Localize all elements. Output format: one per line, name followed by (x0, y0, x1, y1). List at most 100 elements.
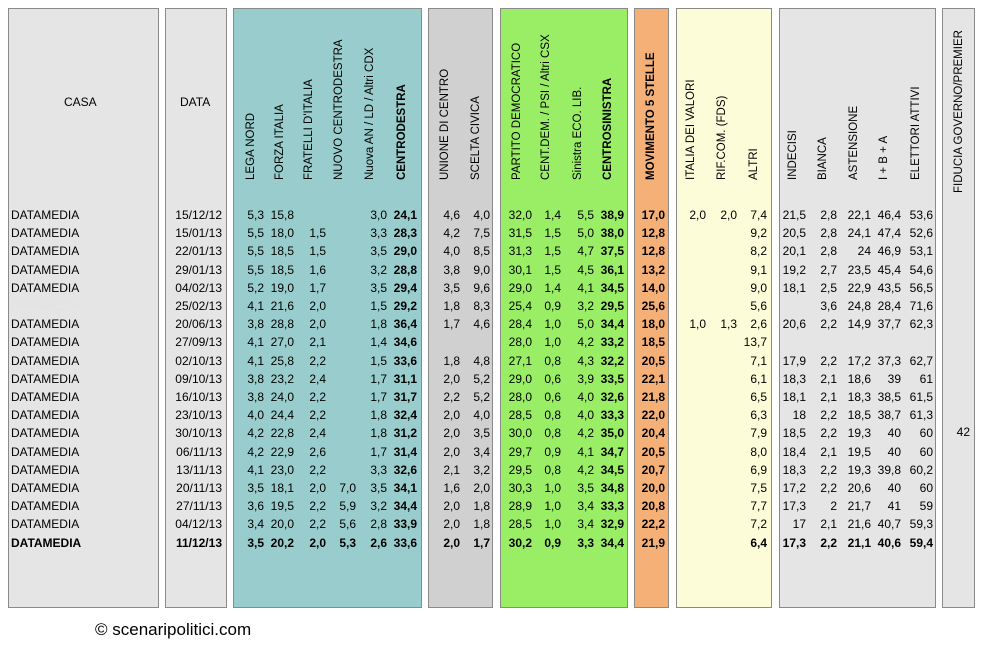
cell-centdem: 0,8 (544, 462, 561, 477)
cell-elettori: 59,4 (909, 535, 933, 550)
cell-m5s: 20,7 (641, 462, 665, 477)
cell-cdx: 32,6 (393, 462, 417, 477)
cell-casa: DATAMEDIA (11, 390, 80, 404)
cell-m5s: 22,1 (641, 371, 665, 386)
cell-astensione: 21,7 (847, 499, 871, 514)
cell-lega: 4,2 (247, 444, 264, 459)
cell-altri_cdx: 3,5 (370, 481, 387, 495)
cell-elettori: 53,6 (909, 208, 933, 222)
cell-iba: 43,5 (877, 280, 901, 295)
cell-centdem: 1,5 (544, 262, 561, 277)
cell-centdem: 0,9 (544, 299, 561, 313)
cell-pd: 30,1 (508, 262, 532, 277)
cell-pd: 25,4 (508, 299, 532, 313)
cell-cdx: 34,4 (393, 499, 417, 514)
cell-lega: 3,5 (247, 481, 264, 495)
cell-m5s: 20,4 (641, 426, 665, 441)
cell-csx: 34,4 (600, 535, 624, 550)
cell-altri: 13,7 (743, 335, 767, 350)
cell-altri_cdx: 1,8 (370, 426, 387, 441)
cell-lega: 3,8 (247, 371, 264, 386)
cell-fi: 24,0 (270, 390, 294, 404)
cell-csx: 34,7 (600, 444, 624, 459)
cell-astensione: 14,9 (847, 317, 871, 332)
cell-pd: 31,3 (508, 244, 532, 259)
cell-fi: 22,8 (270, 426, 294, 441)
cell-centdem: 0,8 (544, 353, 561, 368)
cell-fdi: 2,0 (309, 299, 326, 313)
cell-m5s: 12,8 (641, 226, 665, 241)
cell-casa: DATAMEDIA (11, 426, 80, 441)
cell-altri: 7,1 (750, 353, 767, 368)
cell-altri_cdx: 1,4 (370, 335, 387, 350)
cell-altri: 7,4 (750, 208, 767, 222)
cell-casa: DATAMEDIA (11, 317, 80, 332)
cell-data: 15/12/12 (175, 208, 222, 222)
cell-bianca: 2,1 (820, 371, 837, 386)
cell-centdem: 1,4 (544, 208, 561, 222)
cell-sel: 4,2 (577, 426, 594, 441)
cell-astensione: 17,2 (847, 353, 871, 368)
cell-iba: 45,4 (877, 262, 901, 277)
cell-altri: 9,1 (750, 262, 767, 277)
cell-csx: 36,1 (600, 262, 624, 277)
cell-sc: 8,5 (473, 244, 490, 259)
cell-data: 25/02/13 (175, 299, 222, 313)
cell-iba: 46,9 (877, 244, 901, 259)
cell-fdi: 2,1 (309, 335, 326, 350)
cell-casa: DATAMEDIA (11, 262, 80, 277)
cell-altri: 6,3 (750, 408, 767, 423)
cell-sel: 4,5 (577, 262, 594, 277)
cell-casa: DATAMEDIA (11, 244, 80, 259)
cell-altri: 2,6 (750, 317, 767, 332)
column-header-19: ASTENSIONE (848, 105, 860, 180)
cell-pd: 28,9 (508, 499, 532, 514)
cell-lega: 3,8 (247, 317, 264, 332)
cell-m5s: 20,0 (641, 481, 665, 495)
cell-sel: 3,5 (577, 481, 594, 495)
cell-udc: 2,0 (443, 535, 460, 550)
cell-data: 15/01/13 (175, 226, 222, 241)
cell-bianca: 2,2 (820, 426, 837, 441)
column-header-22: FIDUCIA GOVERNO/PREMIER (953, 30, 965, 193)
cell-cdx: 29,2 (393, 299, 417, 313)
fiducia-column (942, 8, 975, 608)
cell-altri_cdx: 2,6 (370, 535, 387, 550)
cell-udc: 4,6 (443, 208, 460, 222)
cell-astensione: 23,5 (847, 262, 871, 277)
stats-group (779, 8, 936, 608)
cell-indecisi: 18,1 (782, 280, 806, 295)
cell-elettori: 53,1 (909, 244, 933, 259)
cell-bianca: 2,8 (820, 226, 837, 241)
cell-m5s: 20,5 (641, 444, 665, 459)
cell-sel: 4,1 (577, 444, 594, 459)
cell-udc: 1,8 (443, 299, 460, 313)
cell-fdi: 2,2 (309, 353, 326, 368)
cell-astensione: 21,1 (847, 535, 871, 550)
cell-iba: 41 (887, 499, 901, 514)
cell-udc: 4,0 (443, 244, 460, 259)
cell-cdx: 31,7 (393, 390, 417, 404)
cell-csx: 38,9 (600, 208, 624, 222)
cell-bianca: 2,8 (820, 244, 837, 259)
cell-udc: 2,0 (443, 371, 460, 386)
cell-sel: 5,5 (577, 208, 594, 222)
cell-iba: 37,3 (877, 353, 901, 368)
cell-sel: 4,3 (577, 353, 594, 368)
cell-fdi: 1,5 (309, 244, 326, 259)
column-header-10: CENT.DEM. / PSI / Altri CSX (540, 34, 552, 180)
column-header-9: PARTITO DEMOCRATICO (511, 42, 523, 180)
cell-astensione: 24,1 (847, 226, 871, 241)
cell-csx: 32,6 (600, 390, 624, 404)
cell-sc: 1,8 (473, 499, 490, 514)
cell-pd: 30,2 (508, 535, 532, 550)
cell-sel: 4,0 (577, 408, 594, 423)
cell-astensione: 19,3 (847, 426, 871, 441)
cell-sc: 3,4 (473, 444, 490, 459)
cell-astensione: 19,5 (847, 444, 871, 459)
cell-altri: 7,7 (750, 499, 767, 514)
cell-casa: DATAMEDIA (11, 226, 80, 241)
cell-altri_cdx: 1,8 (370, 317, 387, 332)
header-data: DATA (180, 95, 211, 109)
cell-altri: 8,0 (750, 444, 767, 459)
